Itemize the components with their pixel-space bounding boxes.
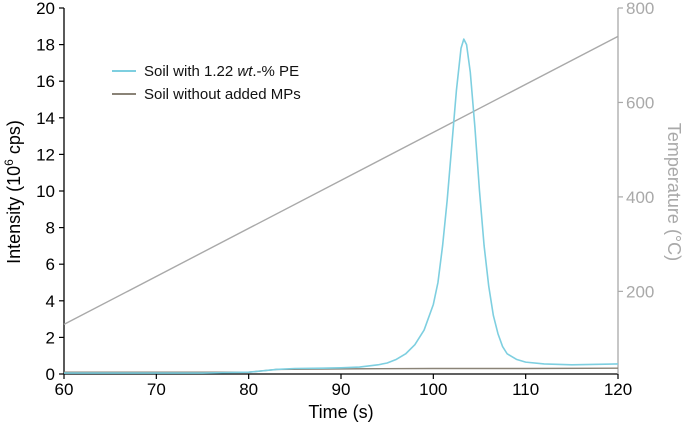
x-axis-title: Time (s): [308, 402, 373, 422]
y-tick-label: 16: [36, 72, 55, 91]
y-tick-label: 6: [46, 255, 55, 274]
x-tick-label: 60: [55, 380, 74, 399]
y2-tick-label: 200: [626, 282, 654, 301]
series-line-temperature: [63, 35, 619, 326]
y2-tick-label: 600: [626, 93, 654, 112]
y-tick-label: 20: [36, 0, 55, 18]
series-line-control: [64, 367, 619, 373]
y-tick-label: 10: [36, 182, 55, 201]
y2-tick-label: 800: [626, 0, 654, 18]
y-tick-label: 14: [36, 109, 55, 128]
x-tick-label: 100: [419, 380, 447, 399]
y-tick-label: 4: [46, 292, 55, 311]
legend-label-pe: Soil with 1.22 wt.-% PE: [144, 63, 299, 80]
y2-axis-title: Temperature (°C): [664, 123, 684, 261]
x-tick-label: 110: [512, 380, 539, 399]
y-tick-label: 8: [46, 219, 55, 238]
x-tick-label: 120: [604, 380, 632, 399]
y-tick-label: 18: [36, 36, 55, 55]
x-tick-label: 90: [332, 380, 351, 399]
legend: Soil with 1.22 wt.-% PE Soil without add…: [112, 63, 301, 103]
y-axis-title: Intensity (106 cps): [2, 120, 24, 264]
x-tick-label: 80: [239, 380, 258, 399]
y-tick-label: 2: [46, 328, 55, 347]
y-tick-label: 0: [46, 365, 55, 384]
series-line-pe: [64, 38, 619, 374]
x-tick-label: 70: [147, 380, 166, 399]
y-tick-label: 12: [36, 145, 55, 164]
legend-label-control: Soil without added MPs: [144, 86, 301, 103]
y2-tick-label: 400: [626, 188, 654, 207]
